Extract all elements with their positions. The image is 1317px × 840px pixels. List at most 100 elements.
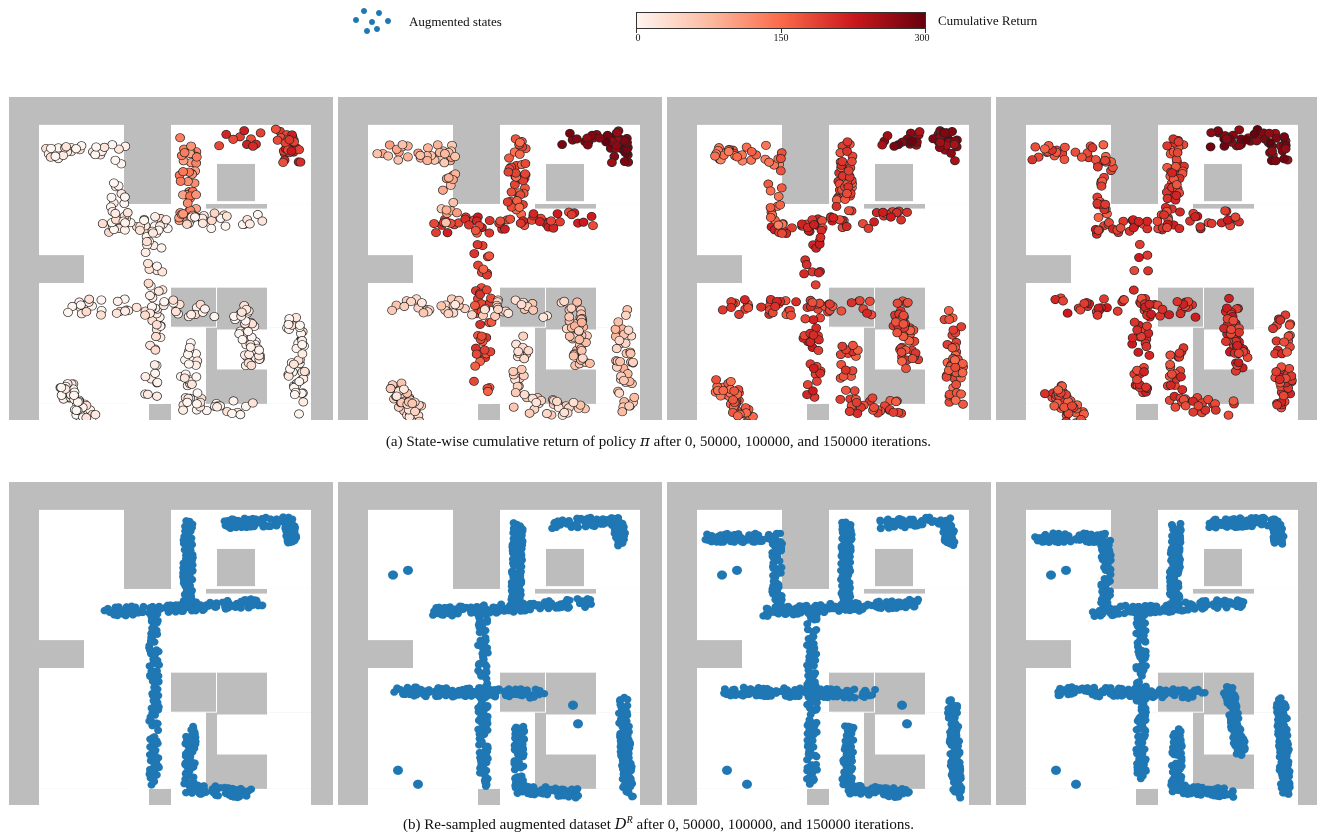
- state-point: [946, 148, 956, 158]
- augmented-point: [781, 610, 790, 619]
- state-point: [1040, 389, 1050, 399]
- state-point: [450, 300, 461, 310]
- augmented-point: [528, 788, 537, 797]
- augmented-point: [173, 602, 182, 610]
- scatter-dots-icon: [353, 8, 391, 34]
- augmented-point: [626, 759, 635, 768]
- augmented-point: [467, 692, 476, 700]
- state-point: [1128, 223, 1139, 233]
- state-point: [111, 308, 122, 318]
- state-point: [252, 210, 263, 220]
- maze-plot: [1026, 509, 1298, 805]
- state-point: [807, 297, 818, 307]
- state-point: [270, 124, 281, 134]
- state-point: [516, 364, 527, 374]
- state-point: [1230, 212, 1241, 222]
- state-point: [157, 267, 168, 277]
- state-point: [1264, 128, 1275, 138]
- augmented-point: [154, 660, 163, 669]
- state-point: [372, 149, 383, 159]
- state-point: [742, 418, 750, 420]
- augmented-point: [146, 765, 154, 774]
- state-point: [1210, 405, 1221, 415]
- maze-wall: [1204, 548, 1242, 587]
- augmented-point: [616, 715, 625, 724]
- return-map-panel: [9, 97, 333, 420]
- state-point: [557, 140, 567, 150]
- state-point: [297, 349, 308, 359]
- augmented-point: [871, 685, 880, 694]
- state-point: [470, 361, 481, 371]
- augmented-point: [156, 605, 165, 613]
- augmented-point: [114, 609, 123, 617]
- state-point: [743, 303, 754, 313]
- state-point: [1270, 156, 1281, 166]
- state-point: [576, 317, 587, 327]
- state-point: [538, 312, 549, 322]
- augmented-point: [755, 688, 764, 696]
- state-point: [1233, 348, 1244, 358]
- augmented-point: [573, 719, 583, 729]
- augmented-point: [473, 687, 482, 695]
- state-point: [732, 411, 743, 420]
- state-point: [867, 393, 878, 403]
- augmented-point: [479, 620, 487, 628]
- state-point: [1224, 293, 1234, 303]
- state-point: [889, 141, 900, 151]
- state-point: [81, 307, 92, 317]
- state-point: [1129, 266, 1140, 276]
- state-point: [1223, 410, 1234, 420]
- state-point: [1152, 216, 1163, 226]
- state-point: [414, 416, 425, 420]
- maze-plot: [39, 124, 311, 420]
- state-point: [869, 403, 879, 413]
- state-point: [237, 335, 248, 345]
- state-point: [1193, 401, 1204, 411]
- augmented-point: [200, 605, 208, 614]
- state-point: [96, 295, 107, 305]
- state-point: [1157, 304, 1168, 314]
- state-point: [516, 300, 527, 310]
- augmented-point: [149, 616, 158, 624]
- state-point: [611, 141, 622, 151]
- state-point: [813, 345, 824, 355]
- state-point: [944, 314, 955, 324]
- state-point: [61, 142, 72, 152]
- colorbar-tick-label: 300: [914, 33, 930, 44]
- state-point: [621, 310, 631, 320]
- state-point: [1177, 385, 1188, 395]
- state-point: [787, 223, 797, 233]
- state-point: [81, 413, 92, 420]
- augmented-point: [483, 744, 492, 752]
- colorbar-tick: [636, 29, 637, 33]
- state-point: [50, 151, 61, 161]
- state-point: [520, 159, 531, 169]
- state-point: [776, 183, 787, 193]
- state-point: [429, 219, 439, 229]
- augmented-point: [841, 590, 850, 598]
- state-point: [190, 212, 200, 222]
- state-point: [1142, 250, 1153, 260]
- state-point: [1206, 218, 1217, 228]
- augmented-point: [437, 611, 446, 619]
- state-point: [75, 300, 86, 310]
- state-point: [236, 307, 247, 317]
- state-point: [1171, 190, 1182, 200]
- augmented-point: [476, 738, 485, 747]
- state-point: [515, 218, 526, 228]
- augmented-point: [145, 662, 154, 670]
- augmented-point: [546, 785, 555, 794]
- state-point: [470, 225, 481, 235]
- state-point: [96, 310, 106, 320]
- augmented-point: [810, 729, 819, 738]
- state-point: [843, 166, 854, 176]
- state-point: [615, 357, 625, 367]
- augmented-point: [623, 695, 632, 704]
- augmented-point: [905, 595, 914, 604]
- state-point: [914, 127, 925, 137]
- state-point: [151, 320, 162, 330]
- augmented-point: [151, 711, 159, 719]
- augmented-point: [838, 775, 847, 784]
- augmented-point: [803, 775, 811, 783]
- augmented-point: [605, 517, 614, 526]
